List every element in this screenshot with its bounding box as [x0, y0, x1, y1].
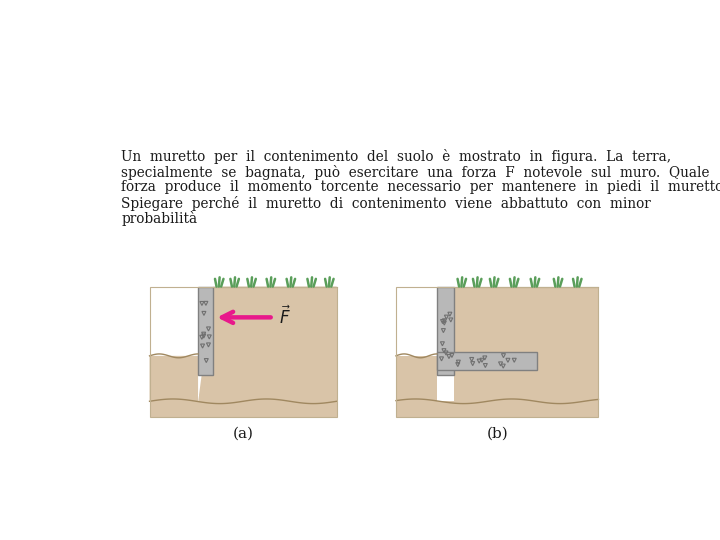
- Bar: [454, 370, 598, 402]
- Text: $\vec{F}$: $\vec{F}$: [279, 305, 291, 328]
- Bar: [396, 356, 437, 402]
- Bar: [396, 287, 598, 417]
- Bar: [437, 287, 454, 375]
- Bar: [150, 287, 337, 417]
- Bar: [213, 287, 337, 402]
- Bar: [396, 401, 598, 417]
- Text: (b): (b): [486, 427, 508, 441]
- Polygon shape: [150, 287, 337, 404]
- Text: Un  muretto  per  il  contenimento  del  suolo  è  mostrato  in  figura.  La  te: Un muretto per il contenimento del suolo…: [121, 150, 671, 165]
- Bar: [454, 287, 598, 402]
- Bar: [198, 287, 213, 375]
- Text: forza  produce  il  momento  torcente  necessario  per  mantenere  in  piedi  il: forza produce il momento torcente necess…: [121, 180, 720, 194]
- Bar: [150, 356, 198, 402]
- Text: Spiegare  perché  il  muretto  di  contenimento  viene  abbattuto  con  minor: Spiegare perché il muretto di contenimen…: [121, 195, 651, 211]
- Text: (a): (a): [233, 427, 253, 441]
- Bar: [150, 401, 337, 417]
- Text: probabilità: probabilità: [121, 211, 197, 226]
- Text: specialmente  se  bagnata,  può  esercitare  una  forza  F  notevole  sul  muro.: specialmente se bagnata, può esercitare …: [121, 165, 709, 180]
- Bar: [454, 287, 598, 402]
- Bar: [437, 352, 537, 370]
